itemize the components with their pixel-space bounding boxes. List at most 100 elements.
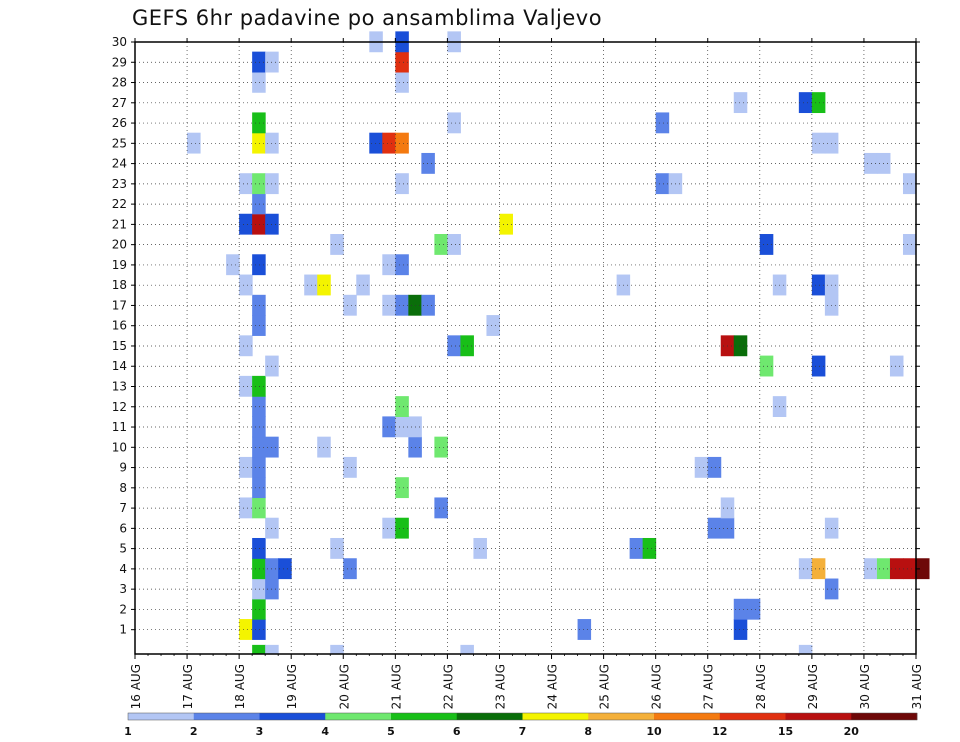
y-tick-label: 26 [112,116,127,130]
y-tick-label: 7 [119,501,127,515]
x-tick-label: 29 AUG [806,664,820,709]
heatmap-cell [395,396,409,418]
heatmap-cell [811,355,826,377]
y-tick-label: 21 [112,217,127,231]
y-tick-label: 6 [119,521,127,535]
legend-swatch [588,713,655,720]
heatmap-cell [252,477,266,499]
heatmap-cell [642,537,657,559]
y-tick-label: 25 [112,136,127,150]
y-tick-label: 28 [112,76,127,90]
legend-swatch [325,713,392,720]
heatmap-cell [382,254,396,276]
x-tick-label: 19 AUG [285,664,299,709]
x-tick-label: 20 AUG [337,664,351,709]
heatmap-cell [252,254,266,276]
x-tick-label: 27 AUG [702,664,716,709]
y-tick-label: 10 [112,440,127,454]
heatmap-cell [863,152,878,174]
heatmap-cell [395,294,409,316]
heatmap-cell [252,436,266,458]
heatmap-cell [252,132,266,154]
x-tick-label: 28 AUG [754,664,768,709]
heatmap-cell [733,92,748,114]
heatmap-cell [707,517,722,539]
heatmap-cell [343,294,357,316]
heatmap-cell [395,71,409,93]
y-tick-label: 4 [119,562,127,576]
legend-swatch [785,713,852,720]
heatmap-cell [629,537,644,559]
legend-label: 4 [321,725,329,738]
y-tick-label: 18 [112,278,127,292]
heatmap-cell [486,315,500,336]
x-tick-label: 31 AUG [910,664,924,709]
heatmap-cell [252,315,266,336]
y-tick-label: 17 [112,298,127,312]
heatmap-cell [395,517,409,539]
heatmap-cell [798,92,813,114]
y-tick-label: 30 [112,35,127,49]
heatmap-cell [447,335,461,357]
heatmap-cell [460,644,474,654]
x-tick-label: 30 AUG [858,664,872,709]
heatmap-cell [382,132,396,154]
heatmap-cell [252,213,266,235]
heatmap-cell [811,132,826,154]
heatmap-cell [707,456,722,478]
legend-swatch [654,713,721,720]
y-tick-label: 8 [119,481,127,495]
heatmap-cell [759,355,774,377]
heatmap-cell [577,619,592,640]
heatmap-cell [902,173,917,195]
heatmap-cell [382,294,396,316]
heatmap-cell [655,112,670,134]
x-tick-label: 25 AUG [598,664,612,709]
heatmap-cell [395,477,409,499]
y-tick-label: 12 [112,400,127,414]
heatmap-cell [252,497,266,519]
heatmap-cell [395,51,409,73]
y-tick-label: 5 [119,542,127,556]
heatmap-cell [889,355,904,377]
heatmap-cell [278,558,292,580]
heatmap-cell [239,274,253,296]
legend-swatch [522,713,589,720]
heatmap-cell [902,558,917,580]
y-tick-label: 29 [112,55,127,69]
heatmap-cell [382,517,396,539]
legend-label: 8 [584,725,592,738]
heatmap-cell [330,644,344,654]
legend-label: 1 [124,725,132,738]
heatmap-cell [252,644,266,654]
x-tick-label: 23 AUG [493,664,507,709]
heatmap-cell [499,213,513,235]
x-tick-label: 18 AUG [233,664,247,709]
y-tick-label: 11 [112,420,127,434]
heatmap-cell [434,497,448,519]
x-tick-label: 21 AUG [389,664,403,709]
y-tick-label: 27 [112,96,127,110]
heatmap-cell [447,112,461,134]
heatmap-cell [239,456,253,478]
heatmap-cell [434,436,448,458]
heatmap-cell [239,173,253,195]
x-tick-label: 24 AUG [546,664,560,709]
heatmap-cell [330,537,344,559]
legend-label: 3 [256,725,264,738]
legend-swatch [456,713,523,720]
heatmap-cell [473,537,487,559]
legend-swatch [391,713,458,720]
heatmap-cell [369,132,383,154]
heatmap-cell [733,619,748,640]
heatmap-cell [798,644,813,654]
heatmap-cell [733,598,748,620]
legend-swatch [719,713,786,720]
heatmap-cell [746,598,761,620]
heatmap-cell [395,254,409,276]
heatmap-cell [759,234,774,255]
heatmap-cell [252,71,266,93]
y-tick-label: 9 [119,461,127,475]
heatmap-cell [265,644,279,654]
